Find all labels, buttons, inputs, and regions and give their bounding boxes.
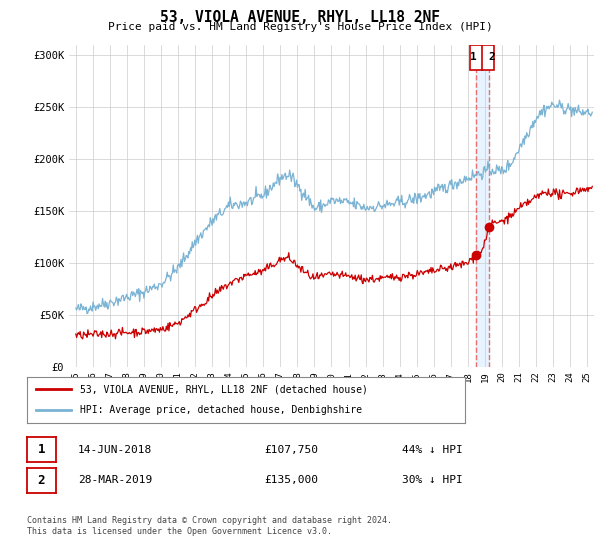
Text: Contains HM Land Registry data © Crown copyright and database right 2024.: Contains HM Land Registry data © Crown c… [27, 516, 392, 525]
Text: 14-JUN-2018: 14-JUN-2018 [78, 445, 152, 455]
Text: HPI: Average price, detached house, Denbighshire: HPI: Average price, detached house, Denb… [80, 405, 362, 416]
Text: 1: 1 [38, 443, 45, 456]
Text: Price paid vs. HM Land Registry's House Price Index (HPI): Price paid vs. HM Land Registry's House … [107, 22, 493, 32]
Bar [476, 45, 489, 367]
Text: £107,750: £107,750 [264, 445, 318, 455]
Text: 53, VIOLA AVENUE, RHYL, LL18 2NF (detached house): 53, VIOLA AVENUE, RHYL, LL18 2NF (detach… [80, 384, 367, 394]
Bar [470, 45, 494, 70]
Text: 44% ↓ HPI: 44% ↓ HPI [402, 445, 463, 455]
Text: 2: 2 [488, 52, 495, 62]
Text: 30% ↓ HPI: 30% ↓ HPI [402, 475, 463, 486]
Text: £135,000: £135,000 [264, 475, 318, 486]
Text: This data is licensed under the Open Government Licence v3.0.: This data is licensed under the Open Gov… [27, 528, 332, 536]
Text: 28-MAR-2019: 28-MAR-2019 [78, 475, 152, 486]
Text: 2: 2 [38, 474, 45, 487]
Text: 53, VIOLA AVENUE, RHYL, LL18 2NF: 53, VIOLA AVENUE, RHYL, LL18 2NF [160, 10, 440, 25]
Text: 1: 1 [470, 52, 476, 62]
